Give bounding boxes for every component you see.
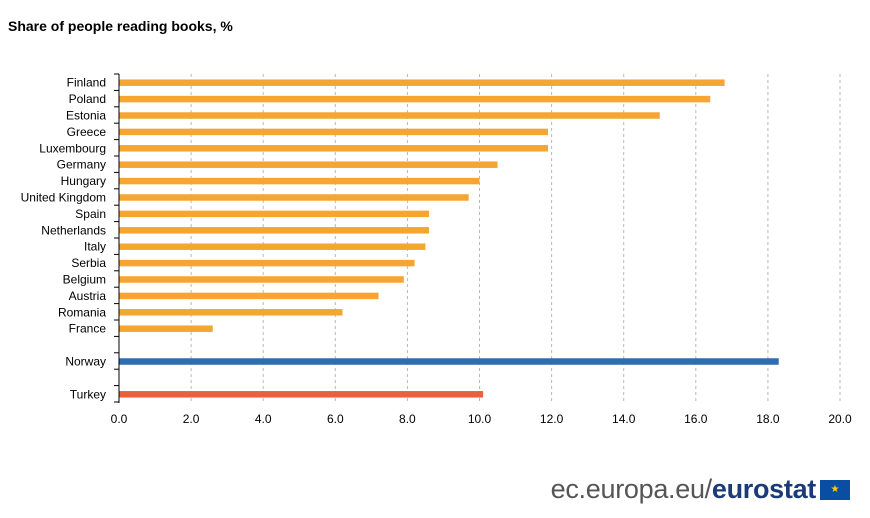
y-category-label: Greece xyxy=(67,125,107,139)
y-category-label: Italy xyxy=(84,240,106,254)
bar-romania xyxy=(119,309,343,316)
y-category-label: Norway xyxy=(65,355,106,369)
bar-estonia xyxy=(119,112,660,119)
x-tick-label: 4.0 xyxy=(255,412,272,426)
x-tick-label: 12.0 xyxy=(540,412,564,426)
bar-italy xyxy=(119,243,426,250)
x-tick-label: 14.0 xyxy=(612,412,636,426)
y-category-label: Netherlands xyxy=(41,223,106,237)
bar-united-kingdom xyxy=(119,194,469,201)
bar-belgium xyxy=(119,276,404,283)
y-category-label: Turkey xyxy=(70,387,106,401)
bar-austria xyxy=(119,292,379,300)
y-category-label: Luxembourg xyxy=(39,141,106,155)
y-category-label: Spain xyxy=(75,207,106,221)
y-category-label: Finland xyxy=(67,76,106,90)
bar-netherlands xyxy=(119,227,430,234)
x-tick-label: 0.0 xyxy=(111,412,128,426)
eu-flag-icon: ★ xyxy=(820,479,850,500)
x-tick-label: 10.0 xyxy=(468,412,492,426)
bar-norway xyxy=(119,358,779,365)
y-category-label: United Kingdom xyxy=(21,191,106,205)
bar-france xyxy=(119,325,213,332)
y-category-label: Hungary xyxy=(61,174,106,188)
y-category-label: Romania xyxy=(58,305,106,319)
y-category-label: Austria xyxy=(69,289,107,303)
bar-poland xyxy=(119,95,711,103)
y-category-label: Serbia xyxy=(71,256,106,270)
bar-luxembourg xyxy=(119,145,548,152)
chart-title: Share of people reading books, % xyxy=(8,18,233,34)
x-tick-label: 2.0 xyxy=(183,412,200,426)
bar-spain xyxy=(119,210,430,218)
x-tick-label: 16.0 xyxy=(684,412,708,426)
x-tick-label: 18.0 xyxy=(756,412,780,426)
x-tick-label: 6.0 xyxy=(327,412,344,426)
y-category-label: Poland xyxy=(69,92,106,106)
bar-hungary xyxy=(119,177,480,185)
bar-finland xyxy=(119,79,725,86)
x-tick-label: 20.0 xyxy=(828,412,852,426)
eurostat-brand: eurostat xyxy=(711,474,816,504)
bar-serbia xyxy=(119,259,415,267)
y-category-label: Germany xyxy=(57,158,106,172)
bar-germany xyxy=(119,161,498,168)
bar-chart: 0.0 2.0 4.0 6.0 8.0 10.0 12.0 14.0 16.0 18.0 20.0 F… xyxy=(21,73,852,426)
site-url: ec.europa.eu/ xyxy=(550,474,713,504)
y-category-label: Estonia xyxy=(66,109,106,123)
bar-turkey xyxy=(119,391,484,398)
y-category-label: Belgium xyxy=(63,273,106,287)
x-tick-label: 8.0 xyxy=(399,412,416,426)
y-category-label: France xyxy=(69,322,107,336)
eurostat-footer: ec.europa.eu/ eurostat ★ xyxy=(551,474,850,505)
bar-greece xyxy=(119,128,548,136)
